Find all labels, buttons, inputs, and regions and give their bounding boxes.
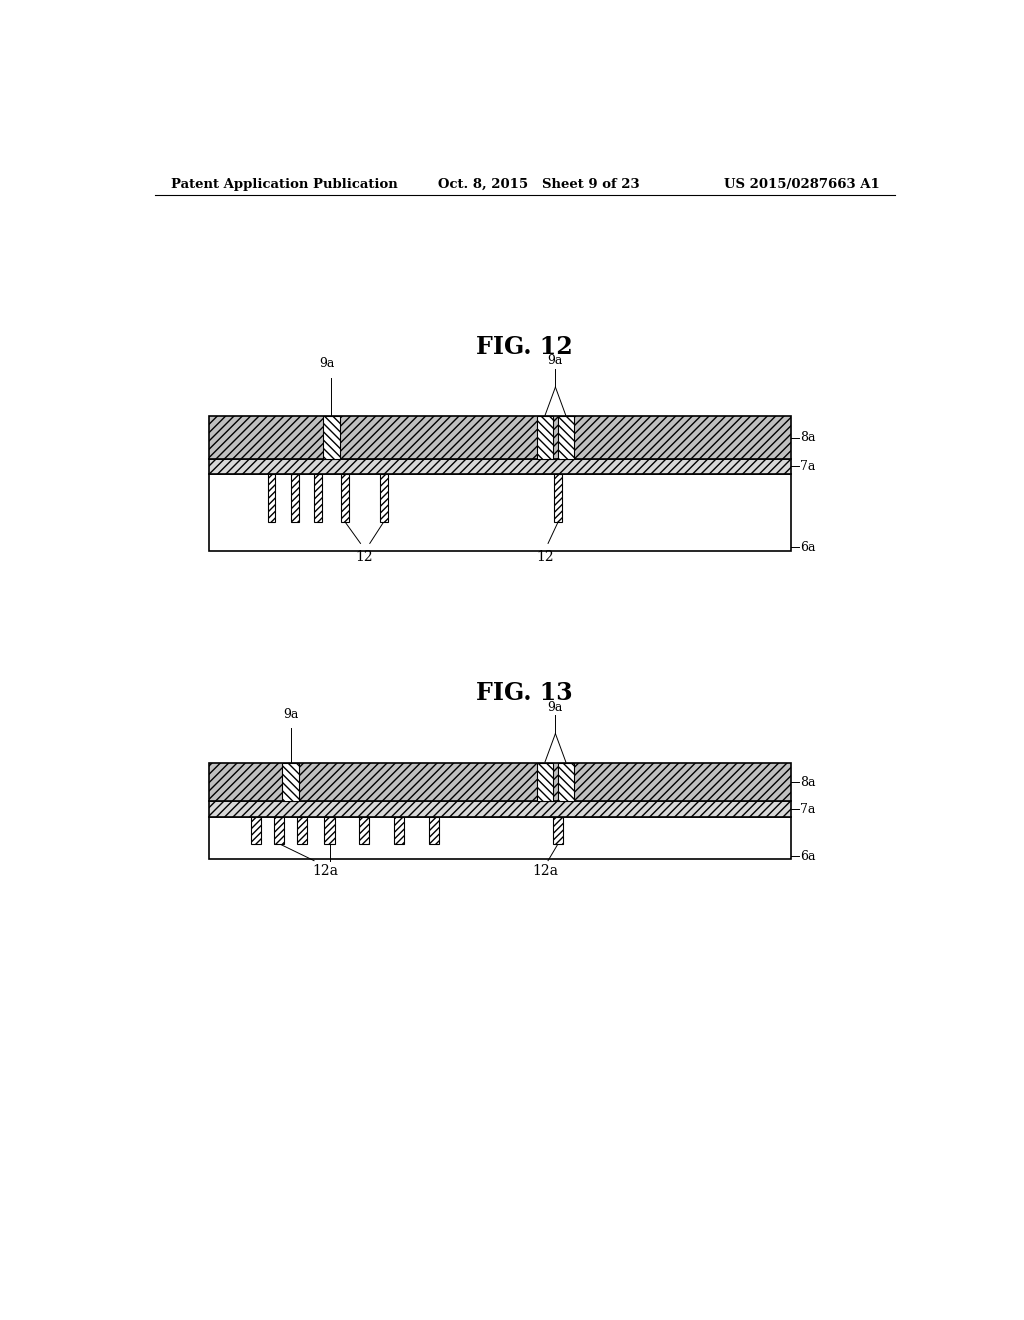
Bar	[558, 416, 573, 459]
Text: 6a: 6a	[800, 541, 815, 554]
Bar	[314, 474, 322, 521]
Bar	[209, 801, 791, 817]
Bar	[251, 817, 261, 843]
Bar	[291, 474, 299, 521]
Bar	[209, 474, 791, 552]
Text: 7a: 7a	[800, 459, 815, 473]
Bar	[209, 459, 791, 474]
Bar	[394, 817, 404, 843]
Bar	[267, 474, 275, 521]
Text: 9a: 9a	[319, 358, 335, 370]
Bar	[209, 416, 791, 459]
Bar	[209, 817, 791, 859]
Bar	[297, 817, 307, 843]
Text: 9a: 9a	[548, 701, 563, 714]
Bar	[538, 416, 553, 459]
Text: Oct. 8, 2015   Sheet 9 of 23: Oct. 8, 2015 Sheet 9 of 23	[438, 178, 640, 190]
Text: 7a: 7a	[800, 803, 815, 816]
Bar	[325, 817, 335, 843]
Bar	[274, 817, 285, 843]
Text: FIG. 12: FIG. 12	[476, 334, 573, 359]
Bar	[209, 763, 791, 801]
Bar	[553, 817, 563, 843]
Text: 12a: 12a	[531, 865, 558, 879]
Text: 9a: 9a	[283, 708, 298, 721]
Bar	[554, 474, 562, 521]
Bar	[558, 763, 573, 801]
Bar	[283, 763, 299, 801]
Text: 8a: 8a	[800, 776, 815, 788]
Bar	[538, 763, 553, 801]
Text: 12a: 12a	[312, 865, 339, 879]
Text: US 2015/0287663 A1: US 2015/0287663 A1	[724, 178, 880, 190]
Bar	[429, 817, 439, 843]
Text: 8a: 8a	[800, 432, 815, 444]
Bar	[341, 474, 349, 521]
Text: 6a: 6a	[800, 850, 815, 862]
Bar	[380, 474, 388, 521]
Text: 12: 12	[355, 549, 373, 564]
Text: FIG. 13: FIG. 13	[476, 681, 573, 705]
Bar	[323, 416, 340, 459]
Text: Patent Application Publication: Patent Application Publication	[171, 178, 397, 190]
Text: 9a: 9a	[548, 354, 563, 367]
Text: 12: 12	[537, 549, 554, 564]
Bar	[359, 817, 370, 843]
